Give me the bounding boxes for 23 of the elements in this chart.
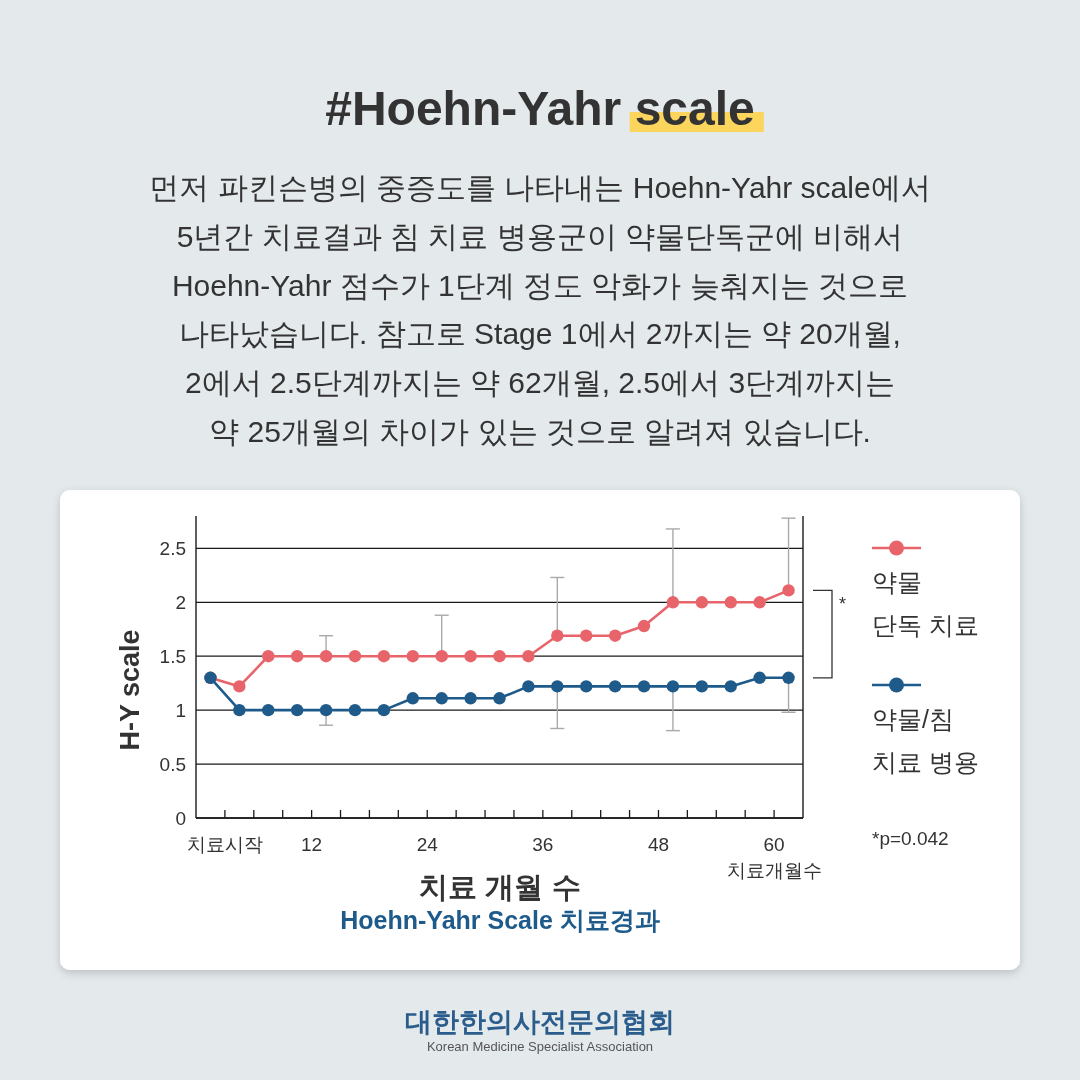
- text: Hoehn-Yahr Scale 치료경과: [340, 906, 660, 934]
- y-tick-label: 2.5: [159, 538, 186, 560]
- legend-label: 약물/침 치료 병용: [872, 705, 979, 776]
- y-tick-label: 2: [175, 591, 186, 613]
- y-tick-label: 1: [175, 699, 186, 721]
- text: *p=0.042: [872, 828, 949, 849]
- y-axis-title: H-Y scale: [115, 629, 146, 751]
- text: Korean Medicine Specialist Association: [426, 1039, 654, 1054]
- x-tick-label: 12: [301, 834, 323, 855]
- x-axis-title: 치료 개월 수: [419, 871, 581, 903]
- y-tick-label: 0.5: [159, 753, 186, 775]
- x-tick-label: 24: [416, 834, 439, 855]
- x-tick-label: 36: [532, 834, 554, 855]
- text: *: [839, 594, 847, 615]
- y-tick-label: 1.5: [159, 645, 186, 667]
- text: 치료개월수: [726, 860, 822, 881]
- legend-label: 약물 단독 치료: [872, 568, 979, 639]
- x-tick-label: 60: [763, 834, 785, 855]
- x-tick-label: 치료시작: [186, 834, 263, 855]
- x-tick-label: 48: [647, 834, 670, 855]
- y-tick-label: 0: [175, 807, 186, 829]
- chart-subtitle: 먼저 파킨슨병의 중증도를 나타내는 Hoehn-Yahr scale에서 5년간 치료결과 침 치료 병용군이 약물단독군에 비해서 Hoehn-Yahr 점수가 1단계 정도 악화가 늦춰지는 것으로 나타났습니다. 참고로 Stage 1에서 2까지는 약 20개월, 2에서 2.5단계까지는 약 62개월, 2.5에서 3단계까지는 약 25개월의 차이가 있는 것으로 알려져 있습니다.: [149, 171, 931, 448]
- text: 대한한의사전문의협회: [405, 1007, 675, 1037]
